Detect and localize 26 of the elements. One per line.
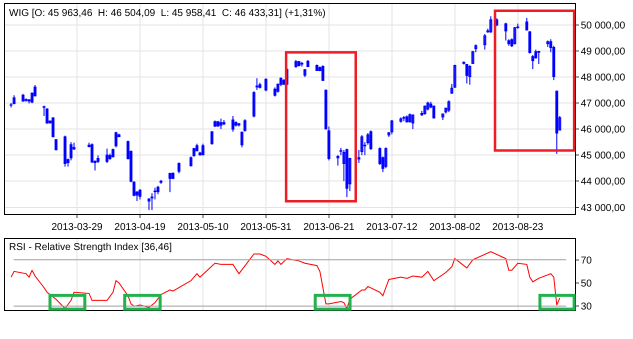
y-tick-label: 70 xyxy=(580,255,592,266)
candlestick xyxy=(222,119,226,126)
x-tick-label: 2013-04-19 xyxy=(114,222,166,234)
y-tick-label: 30 xyxy=(580,302,592,313)
y-tick-label: 46 000,00 xyxy=(580,124,626,136)
chart-title: RSI - Relative Strength Index [36,46] xyxy=(9,242,172,253)
y-tick-label: 47 000,00 xyxy=(580,98,626,110)
y-tick-label: 49 000,00 xyxy=(580,46,626,58)
candlestick xyxy=(154,187,156,200)
candlestick xyxy=(256,78,258,91)
y-tick-label: 44 000,00 xyxy=(580,176,626,188)
y-tick-label: 48 000,00 xyxy=(580,72,626,84)
candlestick xyxy=(402,116,406,122)
y-tick-label: 50 000,00 xyxy=(580,20,626,32)
y-tick-label: 50 xyxy=(580,278,592,290)
candlestick xyxy=(336,154,340,166)
y-tick-label: 45 000,00 xyxy=(580,150,626,162)
chart-title: WIG [O: 45 963,46 H: 46 504,09 L: 45 958,41 C: 46 433,31] (+1,31%) xyxy=(9,8,326,19)
x-tick-label: 2013-08-02 xyxy=(429,222,481,234)
x-tick-label: 2013-06-21 xyxy=(303,222,355,234)
y-tick-label: 43 000,00 xyxy=(580,202,626,214)
x-tick-label: 2013-07-12 xyxy=(366,222,418,234)
x-tick-label: 2013-08-23 xyxy=(492,222,544,234)
x-tick-label: 2013-05-31 xyxy=(240,222,292,234)
x-tick-label: 2013-03-29 xyxy=(51,222,104,234)
x-tick-label: 2013-05-10 xyxy=(177,222,229,234)
